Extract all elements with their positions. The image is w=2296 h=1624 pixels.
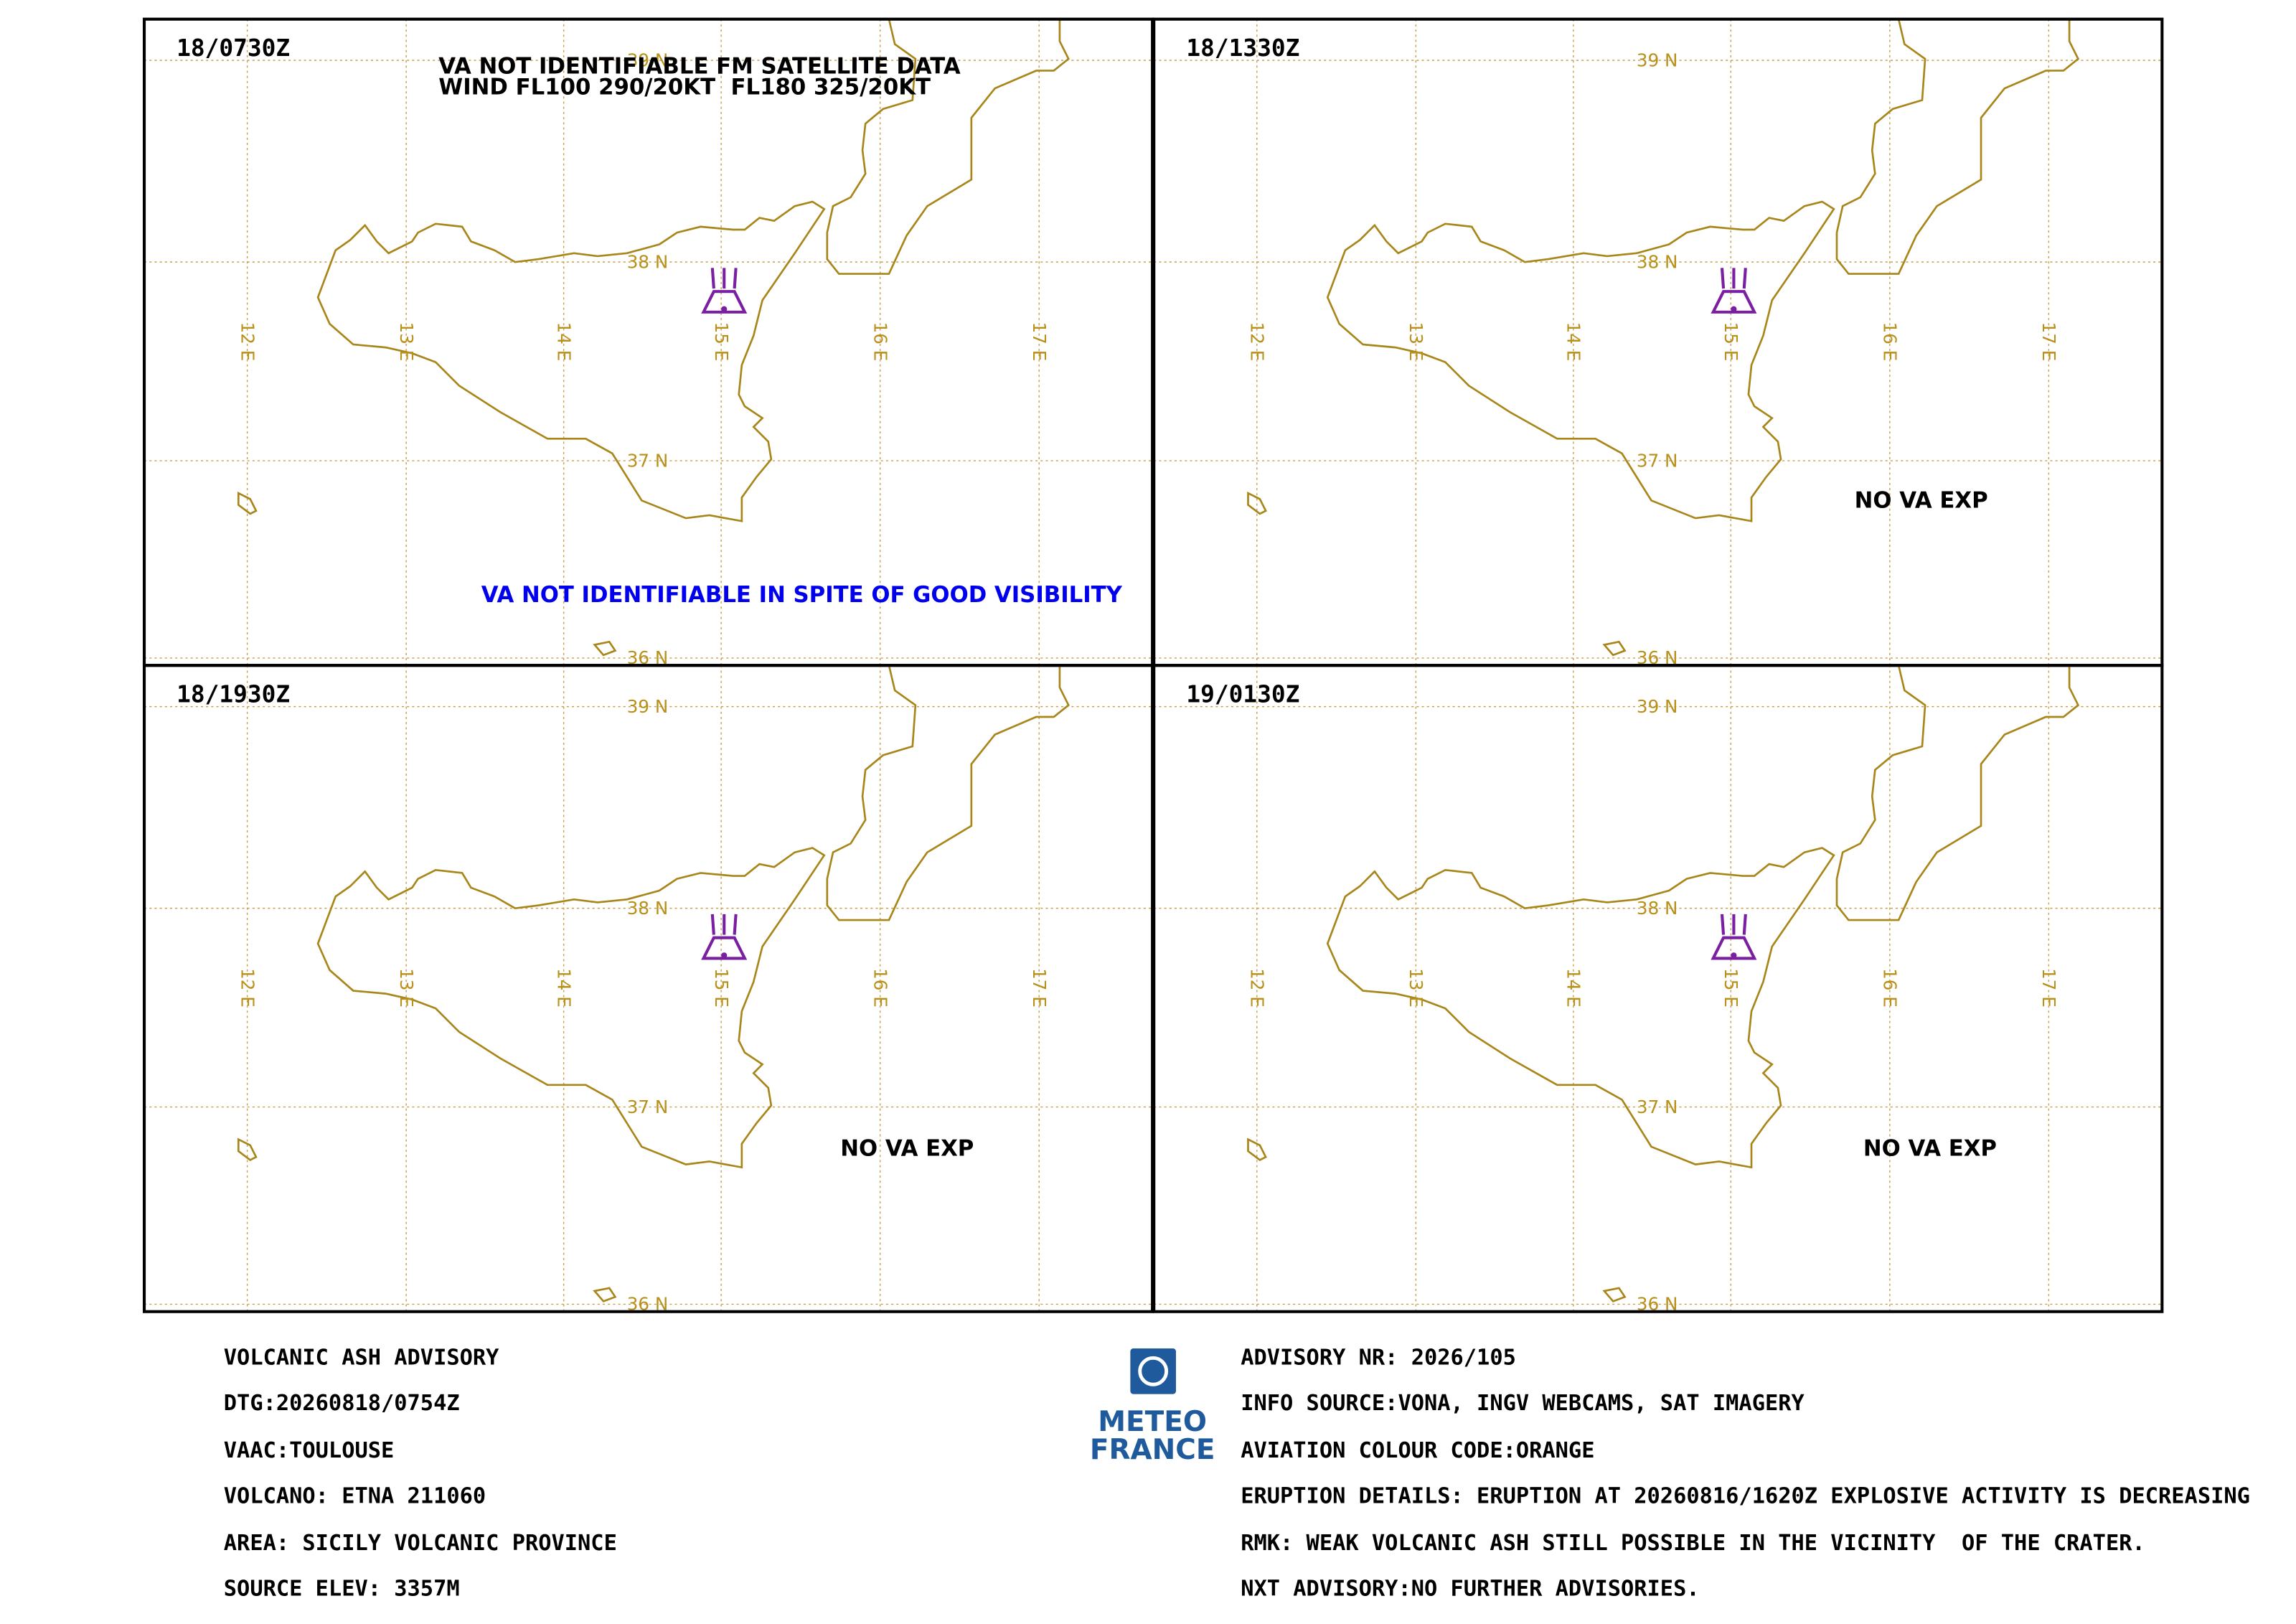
lat-label: 39 N bbox=[627, 50, 669, 70]
lon-label: 17 E bbox=[1029, 322, 1050, 362]
panel-border bbox=[1152, 664, 2164, 1313]
logo-mark bbox=[1130, 1348, 1176, 1394]
panel-note: VA NOT IDENTIFIABLE IN SPITE OF GOOD VIS… bbox=[481, 582, 1123, 608]
lat-label: 39 N bbox=[1637, 696, 1678, 717]
lon-label: 16 E bbox=[870, 322, 890, 362]
lon-label: 12 E bbox=[237, 968, 258, 1008]
lat-label: 37 N bbox=[1637, 450, 1678, 471]
panels: 39 N 38 N 37 N 36 N 12 E 13 E 14 E 15 E 16 E 17 E… bbox=[142, 17, 2164, 1315]
lon-label: 15 E bbox=[1721, 968, 1741, 1008]
panel-note: NO VA EXP bbox=[840, 1135, 974, 1161]
lat-label: 37 N bbox=[627, 450, 669, 471]
basemap bbox=[144, 665, 1152, 1312]
panel-note: NO VA EXP bbox=[1855, 488, 1988, 514]
panel-time: 18/1330Z bbox=[1186, 34, 1299, 62]
advisory-line: INFO SOURCE:VONA, INGV WEBCAMS, SAT IMAG… bbox=[1241, 1391, 1805, 1416]
map-content: 39 N 38 N 37 N 36 N 12 E 13 E 14 E 15 E 16 E 17 E bbox=[144, 665, 1152, 1315]
map-panel: 39 N 38 N 37 N 36 N 12 E 13 E 14 E 15 E 16 E 17 E… bbox=[1152, 17, 2164, 668]
lon-label: 13 E bbox=[1406, 968, 1426, 1008]
map-content: 39 N 38 N 37 N 36 N 12 E 13 E 14 E 15 E 16 E 17 E bbox=[144, 19, 1152, 668]
lon-label: 14 E bbox=[1563, 968, 1584, 1008]
logo: METEO FRANCE bbox=[1090, 1348, 1215, 1466]
lon-label: 17 E bbox=[2038, 968, 2059, 1008]
advisory-line: ERUPTION DETAILS: ERUPTION AT 20260816/1… bbox=[1241, 1483, 2250, 1508]
lat-label: 38 N bbox=[627, 898, 669, 919]
lon-label: 16 E bbox=[1880, 322, 1901, 362]
panel-border bbox=[142, 664, 1154, 1313]
advisory-line: SOURCE ELEV: 3357M bbox=[224, 1577, 460, 1602]
lat-label: 38 N bbox=[627, 251, 669, 272]
advisory-line: DTG:20260818/0754Z bbox=[224, 1391, 460, 1416]
lon-label: 15 E bbox=[711, 968, 732, 1008]
lon-label: 15 E bbox=[711, 322, 732, 362]
lat-label: 39 N bbox=[1637, 50, 1678, 70]
lon-label: 12 E bbox=[237, 322, 258, 362]
logo-ring bbox=[1138, 1356, 1169, 1386]
lon-label: 12 E bbox=[1247, 968, 1268, 1008]
basemap bbox=[144, 19, 1152, 666]
advisory-line: AVIATION COLOUR CODE:ORANGE bbox=[1241, 1438, 1594, 1463]
advisory-line: NXT ADVISORY:NO FURTHER ADVISORIES. bbox=[1241, 1577, 1699, 1602]
lon-label: 17 E bbox=[1029, 968, 1050, 1008]
lon-label: 14 E bbox=[553, 968, 574, 1008]
lon-label: 16 E bbox=[1880, 968, 1901, 1008]
panel-time: 18/0730Z bbox=[177, 34, 290, 62]
panel-note: VA NOT IDENTIFIABLE FM SATELLITE DATA bbox=[438, 54, 961, 80]
advisory-line: VOLCANO: ETNA 211060 bbox=[224, 1483, 486, 1508]
logo-text: METEO bbox=[1098, 1406, 1207, 1438]
lat-label: 36 N bbox=[627, 1294, 669, 1315]
lon-label: 12 E bbox=[1247, 322, 1268, 362]
advisory-line: AREA: SICILY VOLCANIC PROVINCE bbox=[224, 1531, 617, 1556]
lat-label: 37 N bbox=[627, 1097, 669, 1117]
map-content: 39 N 38 N 37 N 36 N 12 E 13 E 14 E 15 E 16 E 17 E bbox=[1154, 665, 2162, 1315]
lat-label: 37 N bbox=[1637, 1097, 1678, 1117]
basemap bbox=[1154, 665, 2162, 1312]
map-panel: 39 N 38 N 37 N 36 N 12 E 13 E 14 E 15 E 16 E 17 E… bbox=[142, 664, 1154, 1315]
panel-time: 19/0130Z bbox=[1186, 680, 1299, 708]
map-panel: 39 N 38 N 37 N 36 N 12 E 13 E 14 E 15 E 16 E 17 E… bbox=[142, 17, 1154, 668]
map-content: 39 N 38 N 37 N 36 N 12 E 13 E 14 E 15 E 16 E 17 E bbox=[1154, 19, 2162, 668]
lat-label: 36 N bbox=[627, 647, 669, 668]
lat-label: 38 N bbox=[1637, 898, 1678, 919]
advisory-line: ADVISORY NR: 2026/105 bbox=[1241, 1346, 1516, 1371]
lon-label: 14 E bbox=[553, 322, 574, 362]
logo-text: FRANCE bbox=[1090, 1434, 1215, 1466]
advisory-line: VOLCANIC ASH ADVISORY bbox=[224, 1346, 499, 1371]
lon-label: 13 E bbox=[396, 968, 417, 1008]
lon-label: 15 E bbox=[1721, 322, 1741, 362]
lon-label: 16 E bbox=[870, 968, 890, 1008]
map-panel: 39 N 38 N 37 N 36 N 12 E 13 E 14 E 15 E 16 E 17 E… bbox=[1152, 664, 2164, 1315]
advisory-line: VAAC:TOULOUSE bbox=[224, 1438, 395, 1463]
panel-note: WIND FL100 290/20KT FL180 325/20KT bbox=[438, 74, 931, 100]
lon-label: 13 E bbox=[396, 322, 417, 362]
lat-label: 39 N bbox=[627, 696, 669, 717]
basemap bbox=[1154, 19, 2162, 666]
lat-label: 36 N bbox=[1637, 647, 1678, 668]
lat-label: 36 N bbox=[1637, 1294, 1678, 1315]
advisory-line: RMK: WEAK VOLCANIC ASH STILL POSSIBLE IN… bbox=[1241, 1531, 2145, 1556]
panel-border bbox=[1152, 17, 2164, 667]
panel-border bbox=[142, 17, 1154, 667]
lon-label: 13 E bbox=[1406, 322, 1426, 362]
panel-time: 18/1930Z bbox=[177, 680, 290, 708]
lon-label: 14 E bbox=[1563, 322, 1584, 362]
lat-label: 38 N bbox=[1637, 251, 1678, 272]
panel-note: NO VA EXP bbox=[1863, 1135, 1997, 1161]
lon-label: 17 E bbox=[2038, 322, 2059, 362]
